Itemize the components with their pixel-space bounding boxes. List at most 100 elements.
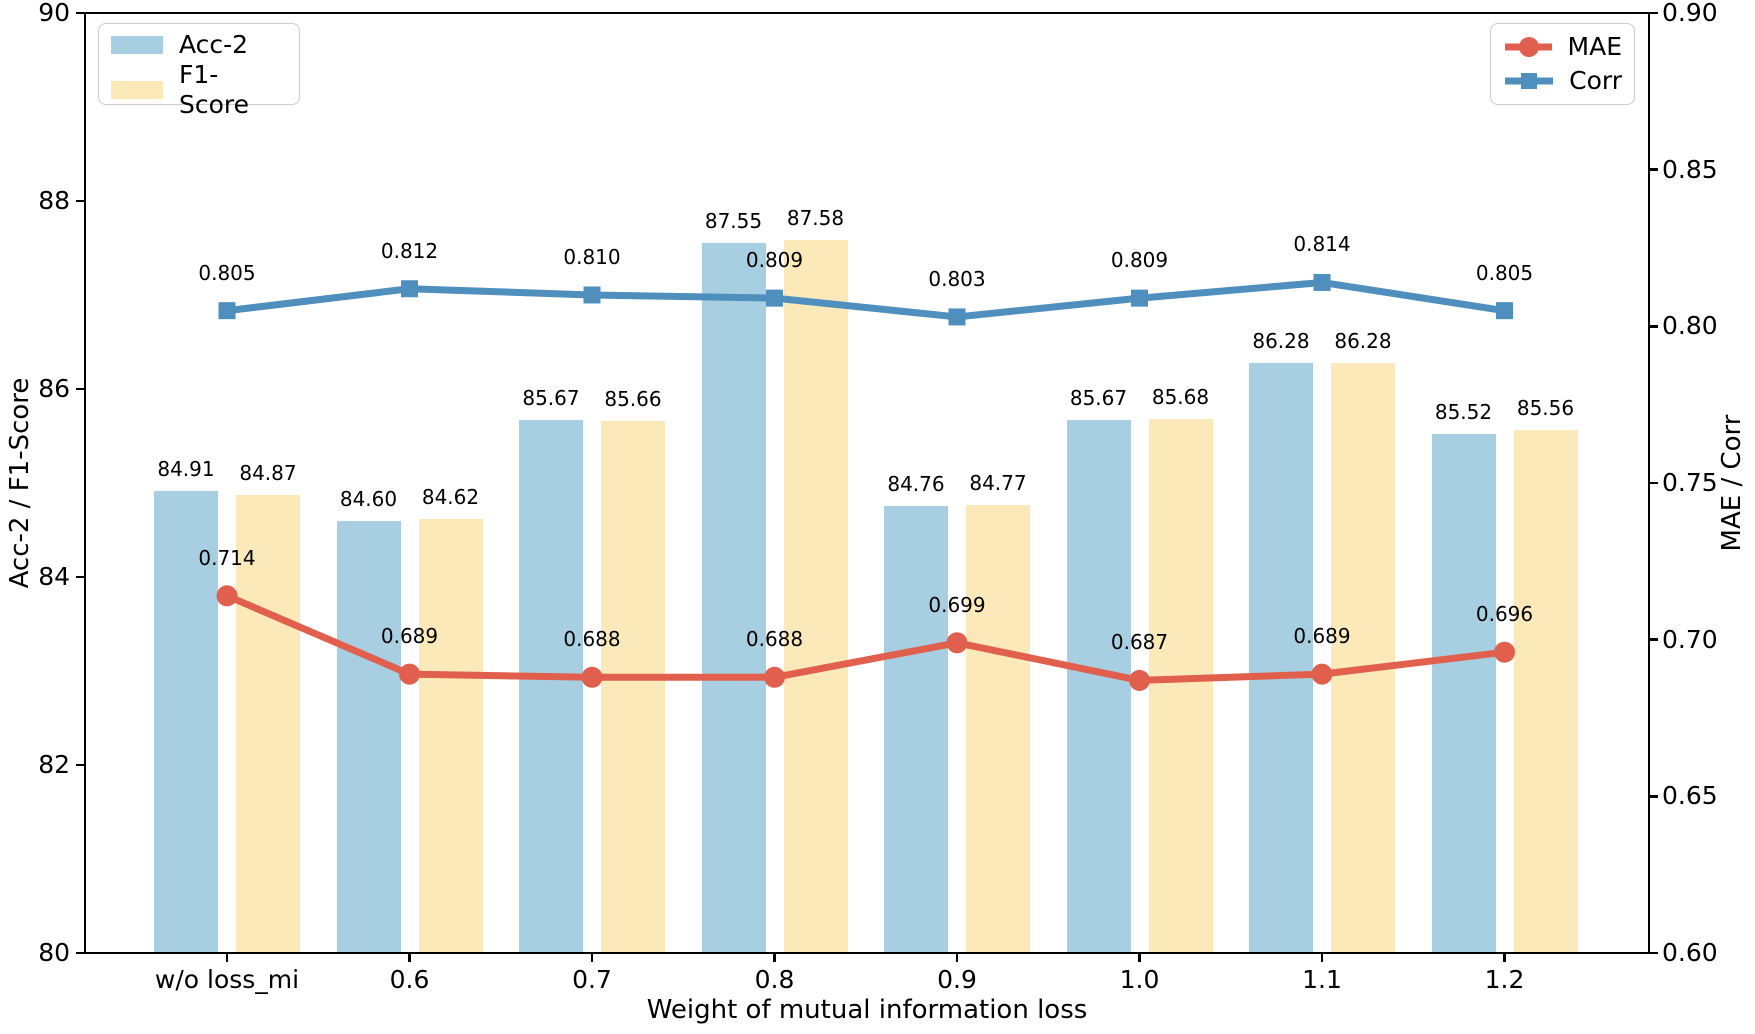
bar-f1score bbox=[966, 504, 1030, 953]
left-y-tick-label: 86 bbox=[38, 374, 70, 403]
legend-item-corr-label: Corr bbox=[1569, 66, 1622, 95]
bar-f1score bbox=[1331, 362, 1395, 953]
bar-f1score bbox=[1513, 430, 1578, 953]
right-y-tick-mark bbox=[1649, 325, 1658, 328]
right-y-tick-label: 0.60 bbox=[1662, 938, 1718, 967]
circle-marker-mae bbox=[216, 585, 238, 607]
bar-f1score bbox=[601, 420, 665, 953]
circle-marker-mae bbox=[1311, 663, 1333, 685]
x-tick-label: 1.1 bbox=[1302, 965, 1342, 994]
left-y-tick-label: 84 bbox=[38, 562, 70, 591]
legend-item-mae-row: MAE bbox=[1503, 32, 1622, 62]
bar-acc2 bbox=[1431, 434, 1496, 953]
x-tick-mark bbox=[1320, 953, 1324, 962]
circle-marker-mae bbox=[764, 666, 785, 688]
circle-marker-mae bbox=[1494, 641, 1515, 663]
right-y-axis-title: MAE / Corr bbox=[1717, 414, 1747, 552]
bar-value-label: 87.55 bbox=[704, 209, 763, 234]
left-y-tick-mark bbox=[76, 11, 85, 15]
legend-item-f1-score-label: F1-Score bbox=[179, 60, 250, 119]
line-value-label: 0.714 bbox=[198, 545, 256, 570]
right-y-tick-mark bbox=[1649, 638, 1658, 641]
bar-acc2 bbox=[1249, 362, 1313, 953]
left-y-tick-label: 88 bbox=[38, 186, 70, 215]
bar-acc2 bbox=[884, 505, 948, 953]
legend-swatch-icon bbox=[111, 36, 163, 54]
right-y-tick-label: 0.85 bbox=[1662, 154, 1718, 184]
x-tick-label: 0.9 bbox=[937, 965, 977, 994]
line-value-label: 0.812 bbox=[380, 238, 439, 263]
right-y-tick-label: 0.90 bbox=[1662, 0, 1718, 27]
right-y-tick-label: 0.75 bbox=[1662, 468, 1718, 497]
line-value-label: 0.803 bbox=[928, 266, 986, 291]
x-tick-label: 0.6 bbox=[389, 965, 430, 994]
bar-value-label: 84.76 bbox=[887, 471, 945, 496]
line-corr bbox=[223, 278, 1508, 321]
bar-acc2 bbox=[1066, 420, 1131, 953]
right-y-tick-label: 0.70 bbox=[1662, 624, 1718, 654]
bar-value-label: 84.60 bbox=[339, 486, 398, 511]
bar-acc2 bbox=[701, 243, 766, 953]
x-tick-mark bbox=[408, 953, 411, 962]
x-tick-label: 0.8 bbox=[754, 965, 795, 994]
x-tick-mark bbox=[955, 953, 959, 962]
x-tick-mark bbox=[590, 953, 594, 962]
line-value-label: 0.688 bbox=[745, 627, 804, 652]
bar-value-label: 84.91 bbox=[157, 457, 215, 482]
x-tick-label: w/o loss_mi bbox=[154, 965, 300, 994]
left-y-tick-label: 80 bbox=[38, 938, 70, 967]
circle-marker-mae bbox=[1129, 669, 1150, 691]
left-y-tick-mark bbox=[76, 387, 85, 391]
right-y-tick-label: 0.80 bbox=[1662, 311, 1718, 341]
circle-marker-mae bbox=[399, 663, 420, 685]
bar-value-label: 87.58 bbox=[786, 206, 845, 231]
right-y-tick-mark bbox=[1649, 168, 1658, 171]
x-tick-mark bbox=[1503, 953, 1506, 962]
line-value-label: 0.809 bbox=[1110, 248, 1169, 273]
right-y-tick-label: 0.65 bbox=[1662, 781, 1718, 811]
line-mae bbox=[223, 592, 1508, 684]
line-value-label: 0.805 bbox=[1475, 260, 1534, 285]
bar-value-label: 85.68 bbox=[1151, 385, 1210, 410]
legend-swatch-icon bbox=[111, 81, 163, 99]
line-value-label: 0.810 bbox=[563, 245, 621, 269]
x-tick-mark bbox=[225, 953, 229, 962]
line-value-label: 0.687 bbox=[1110, 630, 1169, 655]
legend-bars: Acc-2 F1-Score bbox=[98, 23, 300, 119]
bar-f1score bbox=[783, 240, 848, 953]
legend-item-f1-score-row: F1-Score bbox=[111, 60, 287, 120]
square-marker-corr bbox=[1131, 289, 1148, 307]
square-marker-corr bbox=[1496, 302, 1513, 320]
x-tick-label: 0.7 bbox=[572, 965, 612, 994]
right-y-tick-mark bbox=[1649, 951, 1658, 955]
line-value-label: 0.814 bbox=[1293, 232, 1351, 257]
square-marker-corr bbox=[948, 308, 966, 326]
bar-value-label: 84.77 bbox=[969, 470, 1027, 495]
bar-value-label: 86.28 bbox=[1334, 328, 1392, 353]
line-value-label: 0.805 bbox=[198, 260, 256, 285]
bar-value-label: 85.56 bbox=[1516, 396, 1575, 421]
line-value-label: 0.699 bbox=[928, 592, 986, 617]
bar-acc2 bbox=[154, 491, 218, 953]
left-y-tick-mark bbox=[76, 951, 85, 955]
circle-marker-mae bbox=[581, 666, 603, 688]
square-marker-corr bbox=[583, 286, 601, 304]
bar-f1score bbox=[1148, 419, 1213, 953]
x-axis-title: Weight of mutual information loss bbox=[646, 995, 1088, 1025]
bar-value-label: 85.52 bbox=[1434, 400, 1493, 425]
bar-f1score bbox=[418, 518, 483, 953]
legend-item-corr-row: Corr bbox=[1503, 66, 1622, 96]
square-marker-corr bbox=[766, 289, 783, 307]
left-y-tick-label: 90 bbox=[38, 0, 70, 27]
square-marker-corr bbox=[401, 280, 418, 298]
legend-line-marker-icon bbox=[1505, 37, 1552, 57]
left-y-tick-mark bbox=[76, 763, 85, 767]
square-marker-corr bbox=[1313, 273, 1331, 291]
square-marker-corr bbox=[218, 302, 236, 320]
bar-value-label: 86.28 bbox=[1252, 328, 1310, 353]
left-y-axis-title: Acc-2 / F1-Score bbox=[5, 377, 35, 589]
line-value-label: 0.696 bbox=[1475, 602, 1534, 627]
bar-value-label: 84.87 bbox=[239, 461, 297, 486]
